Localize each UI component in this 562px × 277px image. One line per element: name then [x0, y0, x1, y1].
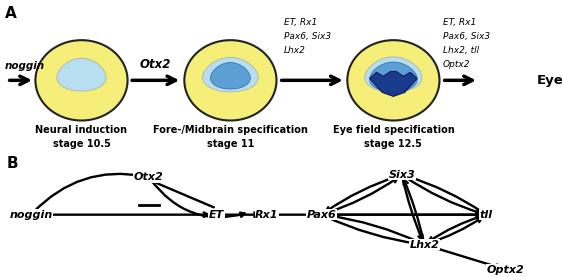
- FancyArrowPatch shape: [404, 180, 424, 242]
- FancyArrowPatch shape: [39, 212, 208, 217]
- FancyArrowPatch shape: [33, 173, 144, 213]
- Text: Eye field specification: Eye field specification: [333, 125, 454, 135]
- Polygon shape: [370, 62, 417, 92]
- Text: Neural induction: Neural induction: [35, 125, 128, 135]
- Text: Lhx2, tll: Lhx2, tll: [443, 46, 479, 55]
- Text: Eye: Eye: [537, 74, 562, 87]
- Text: ET: ET: [209, 210, 224, 220]
- Text: B: B: [7, 156, 19, 171]
- Ellipse shape: [184, 40, 277, 120]
- FancyArrowPatch shape: [429, 216, 483, 242]
- FancyArrowPatch shape: [324, 216, 419, 245]
- Text: ET, Rx1: ET, Rx1: [284, 18, 317, 27]
- FancyArrowPatch shape: [151, 179, 245, 217]
- FancyArrowPatch shape: [402, 178, 423, 240]
- Text: Rx1: Rx1: [255, 210, 279, 220]
- Text: Otx2: Otx2: [140, 58, 171, 71]
- Text: Six3: Six3: [388, 170, 415, 180]
- Text: Pax6: Pax6: [307, 210, 336, 220]
- Ellipse shape: [347, 40, 439, 120]
- Ellipse shape: [35, 40, 128, 120]
- FancyArrowPatch shape: [427, 218, 482, 244]
- Text: noggin: noggin: [5, 61, 45, 71]
- Text: stage 12.5: stage 12.5: [365, 138, 422, 148]
- FancyArrowPatch shape: [324, 178, 397, 214]
- FancyArrowPatch shape: [407, 176, 484, 213]
- Text: tll: tll: [479, 210, 493, 220]
- FancyArrowPatch shape: [222, 212, 259, 217]
- Text: A: A: [4, 6, 16, 21]
- Text: Optx2: Optx2: [487, 265, 525, 275]
- Polygon shape: [57, 58, 106, 91]
- FancyArrowPatch shape: [273, 212, 313, 217]
- Text: stage 10.5: stage 10.5: [53, 138, 110, 148]
- Text: Fore-/Midbrain specification: Fore-/Midbrain specification: [153, 125, 308, 135]
- Polygon shape: [365, 57, 422, 92]
- FancyArrowPatch shape: [404, 176, 481, 214]
- FancyArrowPatch shape: [327, 212, 483, 217]
- Polygon shape: [211, 63, 250, 89]
- Text: Otx2: Otx2: [134, 172, 164, 182]
- FancyArrowPatch shape: [327, 214, 422, 243]
- FancyArrowPatch shape: [427, 245, 501, 269]
- FancyArrowPatch shape: [324, 212, 481, 217]
- Text: ET, Rx1: ET, Rx1: [443, 18, 476, 27]
- Text: Lhx2: Lhx2: [284, 46, 306, 55]
- Text: Pax6, Six3: Pax6, Six3: [443, 32, 490, 41]
- Polygon shape: [370, 71, 417, 96]
- Text: Lhx2: Lhx2: [409, 240, 439, 250]
- Text: Pax6, Six3: Pax6, Six3: [284, 32, 331, 41]
- Text: Optx2: Optx2: [443, 60, 470, 69]
- Text: stage 11: stage 11: [207, 138, 254, 148]
- Text: noggin: noggin: [10, 210, 52, 220]
- FancyArrowPatch shape: [326, 176, 399, 212]
- Polygon shape: [202, 57, 259, 92]
